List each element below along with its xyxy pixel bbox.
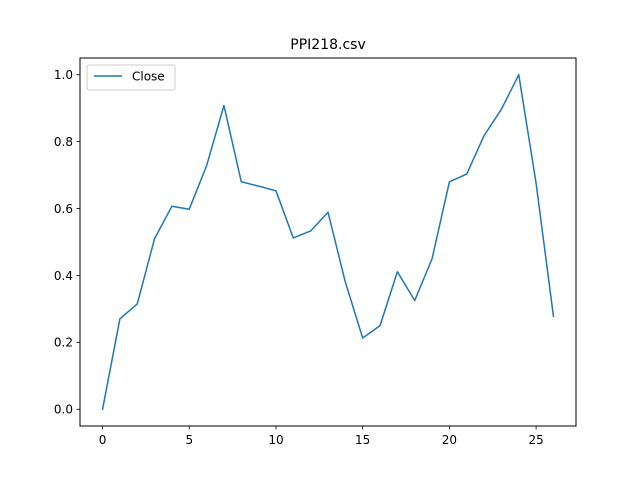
x-tick-label: 5 [185, 433, 193, 447]
legend-label: Close [132, 70, 165, 84]
y-axis: 0.0 0.2 0.4 0.6 0.8 1.0 [54, 68, 80, 417]
x-axis: 0 5 10 15 20 25 [99, 426, 544, 447]
legend: Close [86, 64, 176, 91]
y-tick-label: 0.0 [54, 403, 73, 417]
x-tick-label: 20 [442, 433, 457, 447]
y-tick-label: 1.0 [54, 68, 73, 82]
x-tick-label: 10 [268, 433, 283, 447]
y-tick-label: 0.6 [54, 202, 73, 216]
x-tick-label: 0 [99, 433, 107, 447]
plot-frame [79, 57, 577, 427]
series-line-0 [101, 73, 555, 411]
series-layer [101, 73, 555, 411]
y-tick-label: 0.8 [54, 135, 73, 149]
chart-title: PPI218.csv [290, 37, 365, 53]
y-tick-label: 0.2 [54, 336, 73, 350]
x-tick-label: 25 [528, 433, 543, 447]
x-tick-label: 15 [355, 433, 370, 447]
legend-box [86, 64, 176, 91]
y-tick-label: 0.4 [54, 269, 73, 283]
